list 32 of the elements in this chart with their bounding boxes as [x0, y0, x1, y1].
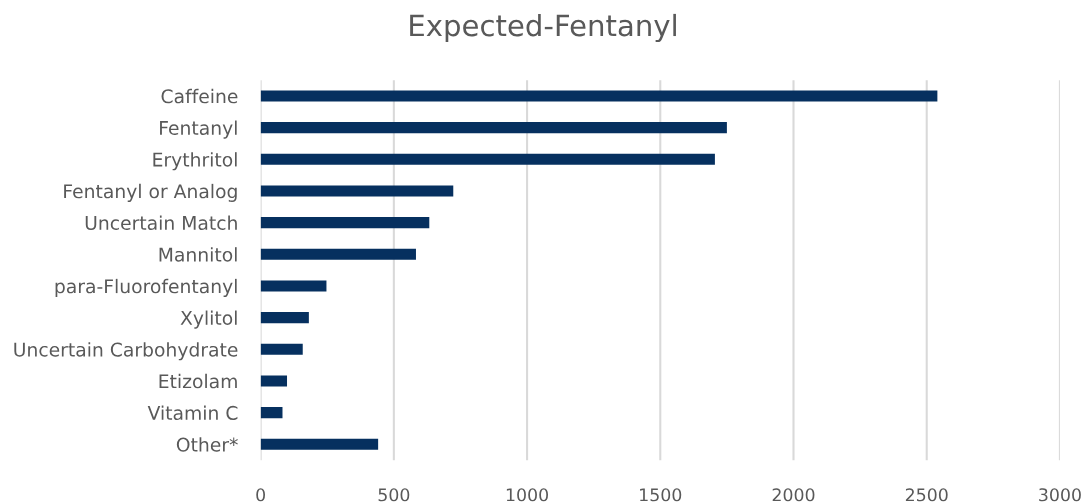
bar: [260, 217, 430, 229]
y-tick-label: Vitamin C: [147, 405, 238, 421]
x-tick-label: 1000: [506, 488, 549, 502]
y-tick-label: Uncertain Match: [85, 215, 237, 231]
bar: [260, 122, 727, 134]
x-tick-label: 2500: [905, 488, 948, 502]
y-tick-label: Etizolam: [159, 373, 237, 389]
bar: [260, 375, 288, 387]
bar: [260, 153, 715, 165]
y-tick-label: Uncertain Carbohydrate: [14, 342, 238, 361]
y-tick-label: Erythritol: [153, 152, 237, 171]
bar: [260, 343, 303, 355]
x-tick-label: 1500: [640, 488, 682, 502]
bar: [260, 407, 283, 419]
x-tick-label: 500: [378, 488, 410, 502]
y-tick-label: Fentanyl: [160, 120, 237, 139]
bar: [260, 185, 454, 197]
y-tick-label: Fentanyl or Analog: [64, 183, 237, 202]
bar: [260, 280, 327, 292]
y-tick-label: Other*: [176, 437, 238, 452]
bar: [260, 312, 309, 324]
y-tick-label: Caffeine: [161, 88, 238, 104]
bar: [260, 90, 938, 102]
x-tick-label: 3000: [1039, 488, 1081, 502]
x-tick-label: 2000: [772, 488, 815, 502]
chart-title: Expected-Fentanyl: [410, 13, 676, 43]
y-tick-label: Mannitol: [159, 247, 237, 262]
y-tick-label: para-Fluorofentanyl: [55, 278, 237, 297]
bar: [260, 248, 416, 260]
x-tick-label: 0: [256, 488, 266, 502]
y-tick-label: Xylitol: [180, 310, 237, 329]
bar: [260, 438, 379, 450]
